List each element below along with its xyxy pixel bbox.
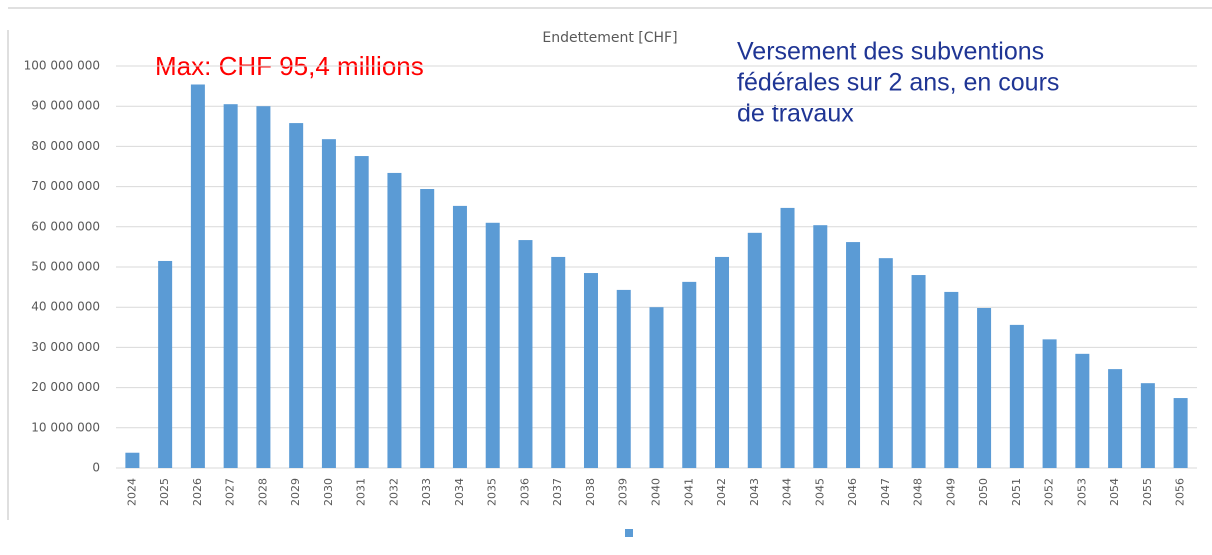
y-tick-label: 100 000 000 bbox=[24, 59, 100, 73]
bar bbox=[551, 256, 566, 468]
x-tick-label: 2028 bbox=[256, 478, 269, 506]
x-tick-label: 2041 bbox=[682, 478, 695, 506]
x-tick-label: 2043 bbox=[748, 478, 761, 506]
bar bbox=[223, 104, 238, 468]
x-tick-label: 2042 bbox=[715, 478, 728, 506]
x-tick-label: 2037 bbox=[551, 478, 564, 506]
x-tick-label: 2025 bbox=[158, 478, 171, 506]
x-tick-label: 2038 bbox=[584, 478, 597, 506]
x-tick-label: 2049 bbox=[944, 478, 957, 506]
x-tick-label: 2030 bbox=[322, 478, 335, 506]
y-tick-label: 80 000 000 bbox=[31, 139, 100, 153]
bar bbox=[813, 225, 828, 468]
x-tick-label: 2035 bbox=[486, 478, 499, 506]
bar bbox=[747, 232, 762, 468]
y-tick-label: 40 000 000 bbox=[31, 300, 100, 314]
bar bbox=[354, 156, 369, 468]
x-tick-label: 2034 bbox=[453, 478, 466, 506]
y-tick-label: 10 000 000 bbox=[31, 420, 100, 434]
bar bbox=[977, 308, 992, 468]
x-tick-label: 2046 bbox=[846, 478, 859, 506]
x-tick-label: 2055 bbox=[1141, 478, 1154, 506]
y-tick-label: 30 000 000 bbox=[31, 340, 100, 354]
x-tick-label: 2040 bbox=[650, 478, 663, 506]
bar bbox=[289, 123, 304, 469]
x-tick-label: 2033 bbox=[420, 478, 433, 506]
x-tick-label: 2032 bbox=[387, 478, 400, 506]
x-tick-label: 2036 bbox=[518, 478, 531, 506]
x-tick-label: 2052 bbox=[1043, 478, 1056, 506]
bar bbox=[846, 242, 861, 468]
bar bbox=[256, 106, 271, 468]
note-line: de travaux bbox=[737, 100, 854, 128]
x-tick-label: 2047 bbox=[879, 478, 892, 506]
x-tick-label: 2044 bbox=[781, 478, 794, 506]
x-tick-label: 2045 bbox=[813, 478, 826, 506]
bar bbox=[1140, 383, 1155, 468]
y-tick-label: 60 000 000 bbox=[31, 219, 100, 233]
note-line: fédérales sur 2 ans, en cours bbox=[737, 69, 1059, 97]
bar bbox=[780, 207, 795, 468]
note-line: Versement des subventions bbox=[737, 38, 1044, 66]
x-tick-label: 2050 bbox=[977, 478, 990, 506]
x-tick-label: 2029 bbox=[289, 478, 302, 506]
bar bbox=[1173, 398, 1188, 468]
x-tick-label: 2026 bbox=[191, 478, 204, 506]
bar bbox=[158, 260, 173, 468]
bar bbox=[452, 205, 467, 468]
bar bbox=[682, 281, 697, 468]
bar bbox=[944, 291, 959, 468]
bar bbox=[420, 189, 435, 468]
x-tick-label: 2031 bbox=[355, 478, 368, 506]
bar bbox=[616, 289, 631, 468]
bar bbox=[485, 222, 500, 468]
y-tick-label: 90 000 000 bbox=[31, 99, 100, 113]
x-tick-label: 2048 bbox=[912, 478, 925, 506]
legend-marker bbox=[625, 529, 633, 537]
bar bbox=[911, 275, 926, 468]
chart-title: Endettement [CHF] bbox=[542, 30, 677, 46]
x-tick-label: 2024 bbox=[125, 478, 138, 506]
bar bbox=[125, 452, 140, 468]
bar bbox=[1108, 369, 1123, 468]
bar bbox=[1075, 353, 1090, 468]
y-tick-label: 70 000 000 bbox=[31, 179, 100, 193]
bar bbox=[321, 139, 336, 468]
y-tick-label: 50 000 000 bbox=[31, 260, 100, 274]
bar bbox=[387, 172, 402, 468]
bar bbox=[649, 307, 664, 468]
bar bbox=[190, 84, 205, 468]
x-tick-label: 2053 bbox=[1075, 478, 1088, 506]
bar bbox=[583, 273, 598, 468]
bar bbox=[518, 240, 533, 468]
y-tick-label: 20 000 000 bbox=[31, 380, 100, 394]
x-tick-label: 2056 bbox=[1174, 478, 1187, 506]
x-tick-label: 2039 bbox=[617, 478, 630, 506]
x-tick-label: 2027 bbox=[224, 478, 237, 506]
y-tick-label: 0 bbox=[92, 461, 100, 475]
x-tick-label: 2054 bbox=[1108, 478, 1121, 506]
x-tick-label: 2051 bbox=[1010, 478, 1023, 506]
bar bbox=[1042, 339, 1057, 468]
bar bbox=[1009, 324, 1024, 468]
bar bbox=[715, 256, 730, 468]
bar bbox=[878, 258, 893, 468]
